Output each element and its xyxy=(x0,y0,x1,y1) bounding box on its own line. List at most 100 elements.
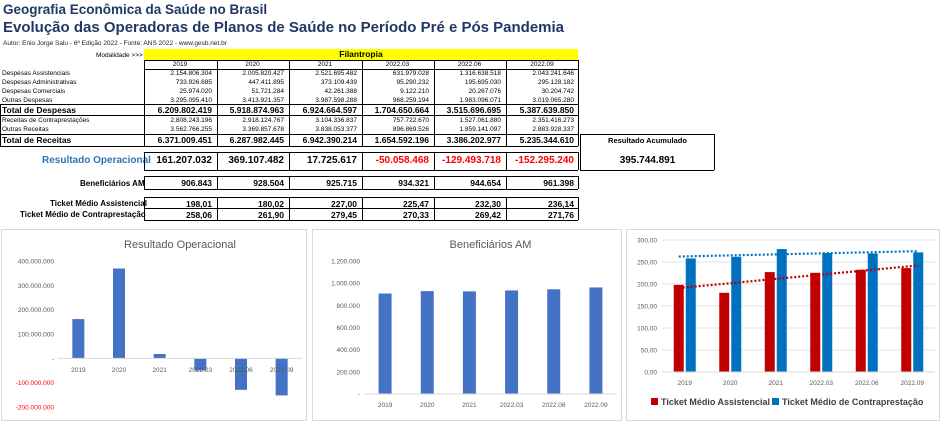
rule-line xyxy=(580,170,714,171)
total-despesas-value: 6.924.664.597 xyxy=(302,105,357,115)
rule-line xyxy=(578,60,579,146)
total-despesas-value: 3.515.696.695 xyxy=(446,105,501,115)
bar-assistencial xyxy=(810,272,821,372)
expense-row-value: 1.316.638.518 xyxy=(459,70,501,77)
y-tick-label: -100.000.000 xyxy=(16,380,55,387)
total-receitas-value: 3.386.202.977 xyxy=(446,135,501,145)
rule-line xyxy=(144,220,578,221)
resultado-acumulado-label: Resultado Acumulado xyxy=(608,136,687,145)
rule-line xyxy=(289,176,290,189)
resultado-operacional-value: 161.207.032 xyxy=(156,155,212,166)
ticket-contraprestacao-value: 279,45 xyxy=(331,210,357,220)
bar xyxy=(275,358,288,396)
rule-line xyxy=(714,134,715,170)
bar-assistencial xyxy=(901,268,912,372)
x-tick-label: 2022.06 xyxy=(229,367,253,374)
total-receitas-value: 5.235.344.610 xyxy=(519,135,574,145)
legend-label-contraprestacao: Ticket Médio de Contraprestação xyxy=(782,397,924,407)
ticket-assistencial-value: 227,00 xyxy=(331,199,357,209)
resultado-acumulado-value: 395.744.891 xyxy=(619,155,676,166)
y-tick-label: 100.000.000 xyxy=(18,332,55,339)
trendline-assistencial xyxy=(678,264,919,290)
rule-line xyxy=(289,152,290,170)
ticket-contraprestacao-value: 261,90 xyxy=(258,210,284,220)
ticket-assistencial-label: Ticket Médio Assistencial xyxy=(50,199,147,208)
beneficiarios-value: 906.843 xyxy=(181,178,212,188)
rule-line xyxy=(362,60,363,146)
total-despesas-value: 1.704.650.664 xyxy=(374,105,429,115)
bar xyxy=(505,290,519,394)
y-tick-label: 100,00 xyxy=(637,326,657,333)
revenue-row-value: 896.869.526 xyxy=(392,126,429,133)
x-tick-label: 2021 xyxy=(462,402,477,409)
total-receitas-value: 6.942.390.214 xyxy=(302,135,357,145)
total-despesas-value: 6.209.802.419 xyxy=(157,105,212,115)
rule-line xyxy=(362,176,363,189)
x-tick-label: 2020 xyxy=(112,367,127,374)
rule-line xyxy=(144,69,578,70)
rule-line xyxy=(0,146,578,147)
rule-line xyxy=(362,197,363,220)
year-header: 2022.03 xyxy=(385,61,410,68)
revenue-row-value: 1.527.061.880 xyxy=(459,117,501,124)
rule-line xyxy=(144,152,578,153)
y-tick-label: 400.000.000 xyxy=(18,259,55,266)
revenue-row-value: 757.722.670 xyxy=(392,117,429,124)
bar xyxy=(378,293,392,394)
expense-row-value: 2.043.241.646 xyxy=(532,70,574,77)
expense-row-value: 373.109.439 xyxy=(320,79,357,86)
y-tick-label: 200.000.000 xyxy=(18,307,55,314)
bar-contraprestacao xyxy=(776,249,787,372)
rule-line xyxy=(289,60,290,146)
y-tick-label: 300,00 xyxy=(637,238,657,245)
rule-line xyxy=(0,104,1,146)
rule-line xyxy=(217,60,218,146)
beneficiarios-value: 944.654 xyxy=(470,178,501,188)
bar xyxy=(153,354,166,359)
resultado-operacional-label: Resultado Operacional xyxy=(42,155,151,166)
rule-line xyxy=(506,176,507,189)
y-tick-label: 800.000 xyxy=(337,303,361,310)
expense-row-label: Despesas Comerciais xyxy=(2,88,66,95)
rule-line xyxy=(578,197,579,220)
revenue-row-value: 3.369.857.678 xyxy=(242,126,284,133)
x-tick-label: 2022.03 xyxy=(189,367,213,374)
expense-row-label: Despesas Assistenciais xyxy=(2,70,70,77)
rule-line xyxy=(580,134,714,135)
legend-swatch-contraprestacao xyxy=(772,398,779,405)
expense-row-value: 20.267.076 xyxy=(468,88,501,95)
resultado-operacional-value: -50.058.468 xyxy=(375,155,429,166)
bar xyxy=(589,287,603,394)
resultado-operacional-chart: Resultado Operacional 400.000.000 300.000.… xyxy=(16,239,302,412)
rule-line xyxy=(506,60,507,146)
expense-row-value: 195.695.030 xyxy=(464,79,501,86)
y-tick-label: 400.000 xyxy=(337,347,361,354)
y-tick-label: 600.000 xyxy=(337,325,361,332)
y-tick-label: 0,00 xyxy=(644,370,657,377)
y-tick-label: - xyxy=(52,356,54,363)
legend-swatch-assistencial xyxy=(651,398,658,405)
modalidade-value: Filantropia xyxy=(144,49,578,60)
expense-row-value: 3.413.921.357 xyxy=(242,97,284,104)
revenue-row-value: 3.838.053.377 xyxy=(315,126,357,133)
expense-row-value: 2.005.820.427 xyxy=(242,70,284,77)
year-header: 2022.09 xyxy=(530,61,554,68)
bar xyxy=(462,291,476,394)
rule-line xyxy=(144,176,145,189)
beneficiarios-value: 934.321 xyxy=(398,178,429,188)
rule-line xyxy=(144,152,145,170)
bar-contraprestacao xyxy=(685,258,696,372)
rule-line xyxy=(434,176,435,189)
legend-label-assistencial: Ticket Médio Assistencial xyxy=(661,397,770,407)
chart-panel-beneficiarios: Beneficiários AM - 200.000 400.000 600.000 80… xyxy=(312,229,622,421)
bar xyxy=(420,291,434,394)
y-tick-label: 50,00 xyxy=(641,348,658,355)
year-header: 2022.06 xyxy=(457,61,482,68)
expense-row-value: 3.987.598.288 xyxy=(315,97,357,104)
resultado-operacional-value: 369.107.482 xyxy=(228,155,284,166)
chart-panel-resultado: Resultado Operacional 400.000.000 300.000.… xyxy=(1,229,307,421)
resultado-operacional-value: -152.295.240 xyxy=(515,155,574,166)
expense-row-label: Outras Despesas xyxy=(2,97,53,104)
rule-line xyxy=(144,197,145,220)
expense-row-value: 295.128.182 xyxy=(537,79,574,86)
